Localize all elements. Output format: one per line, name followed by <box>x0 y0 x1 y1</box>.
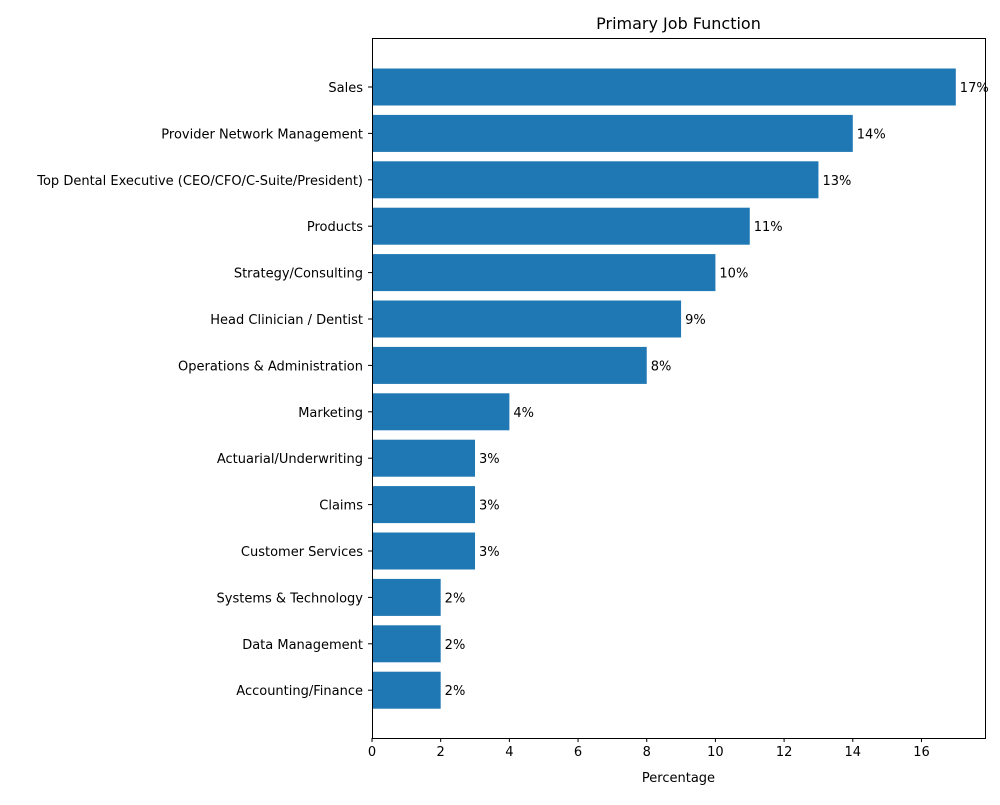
value-label: 4% <box>513 406 534 421</box>
value-label: 2% <box>445 638 466 653</box>
category-label: Claims <box>319 499 363 514</box>
plot-frame <box>372 38 986 739</box>
category-label: Customer Services <box>241 545 363 560</box>
bar <box>372 254 716 292</box>
value-label: 3% <box>479 545 500 560</box>
value-label: 9% <box>685 313 706 328</box>
x-tick-label: 2 <box>437 745 445 760</box>
x-tick-label: 10 <box>707 745 724 760</box>
category-label: Provider Network Management <box>161 127 363 142</box>
category-label: Marketing <box>298 406 363 421</box>
x-tick-label: 6 <box>574 745 582 760</box>
x-tick-label: 0 <box>368 745 376 760</box>
chart-title: Primary Job Function <box>596 14 761 33</box>
category-labels: Sales Provider Network Management Top Dent… <box>36 81 372 699</box>
bar <box>372 300 682 338</box>
category-label: Accounting/Finance <box>236 684 363 699</box>
bar <box>372 207 750 245</box>
value-label: 13% <box>822 174 851 189</box>
value-label: 17% <box>960 81 989 96</box>
category-label: Strategy/Consulting <box>234 267 363 282</box>
x-tick-label: 16 <box>913 745 930 760</box>
x-axis-ticks: 0 2 4 6 8 10 12 14 16 <box>368 738 930 760</box>
x-axis-label: Percentage <box>642 771 715 786</box>
value-label: 11% <box>754 220 783 235</box>
bar <box>372 68 956 106</box>
bar <box>372 532 476 570</box>
bar <box>372 161 819 199</box>
value-labels: 17% 14% 13% 11% 10% 9% 8% 4% 3% 3% 3% 2% 2% 2% <box>445 81 989 699</box>
bar <box>372 393 510 431</box>
category-label: Top Dental Executive (CEO/CFO/C-Suite/Pr… <box>36 174 363 189</box>
value-label: 8% <box>651 359 672 374</box>
category-label: Data Management <box>242 638 363 653</box>
bar <box>372 671 441 709</box>
value-label: 3% <box>479 452 500 467</box>
bar <box>372 578 441 616</box>
category-label: Products <box>307 220 363 235</box>
x-tick-label: 8 <box>643 745 651 760</box>
category-label: Systems & Technology <box>217 591 364 606</box>
bar <box>372 486 476 524</box>
x-tick-label: 4 <box>505 745 513 760</box>
category-label: Sales <box>328 81 363 96</box>
value-label: 14% <box>857 127 886 142</box>
category-label: Operations & Administration <box>178 359 363 374</box>
category-label: Actuarial/Underwriting <box>217 452 363 467</box>
value-label: 2% <box>445 684 466 699</box>
category-label: Head Clinician / Dentist <box>210 313 363 328</box>
bar <box>372 439 476 477</box>
x-tick-label: 12 <box>776 745 793 760</box>
bar <box>372 346 647 384</box>
bar <box>372 114 853 152</box>
bar <box>372 625 441 663</box>
bars-layer <box>372 68 956 709</box>
value-label: 10% <box>719 267 748 282</box>
value-label: 2% <box>445 591 466 606</box>
value-label: 3% <box>479 499 500 514</box>
x-tick-label: 14 <box>845 745 862 760</box>
